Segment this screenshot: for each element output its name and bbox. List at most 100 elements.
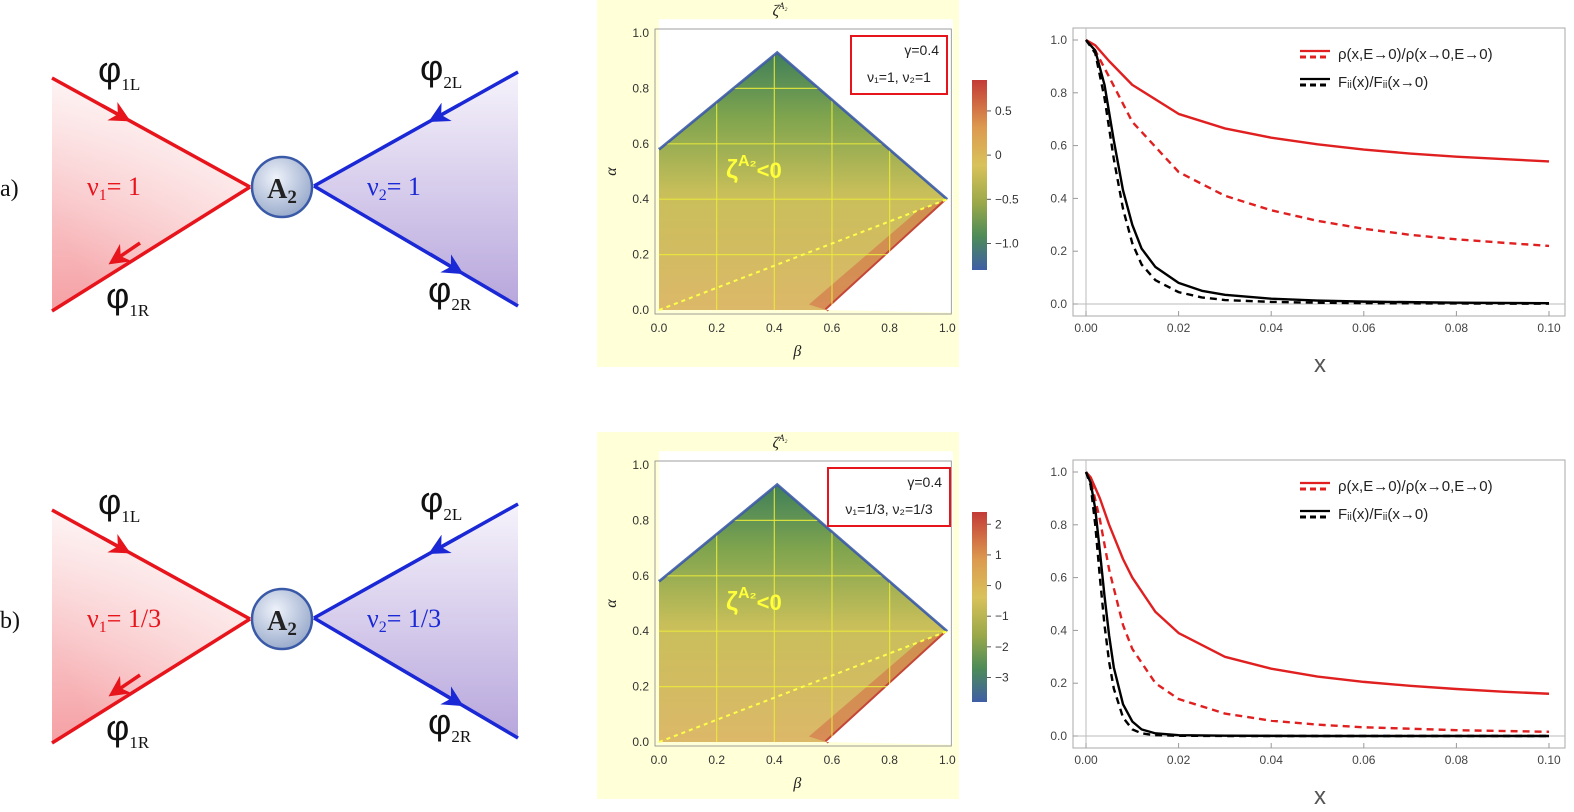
line-chart-x-tick-label: 0.06 bbox=[1352, 753, 1376, 767]
heatmap-annotation: ζA₂<0 bbox=[726, 585, 782, 616]
left-nu-symbol: ν bbox=[87, 172, 99, 201]
heatmap-y-axis-label: α bbox=[603, 167, 620, 176]
right-nu-symbol: ν bbox=[367, 604, 379, 633]
heatmap-x-tick-label: 0.8 bbox=[881, 321, 898, 335]
arrow-2l-icon bbox=[428, 102, 461, 123]
line-chart-x-tick-label: 0.02 bbox=[1167, 753, 1191, 767]
left-nu-subscript: 1 bbox=[99, 187, 107, 204]
arrow-1l-icon bbox=[101, 101, 131, 122]
phi-2r-label: φ2R bbox=[428, 701, 472, 746]
heatmap-y-tick-label: 0.0 bbox=[632, 303, 649, 317]
heatmap-annotation-superscript: A₂ bbox=[738, 153, 757, 170]
heatmap-x-tick-label: 0.6 bbox=[824, 753, 841, 767]
heatmap-mask-bottom bbox=[826, 199, 954, 313]
phi-1r-subscript: 1R bbox=[129, 301, 150, 320]
edge-1r-line bbox=[51, 617, 251, 745]
phi-2r-symbol: φ bbox=[428, 269, 451, 310]
line-chart-legend-label: ρ(x,E→0)/ρ(x→0,E→0) bbox=[1338, 478, 1493, 495]
heatmap-annotation-relation: <0 bbox=[757, 158, 782, 183]
heatmap-x-tick-label: 0.2 bbox=[708, 753, 725, 767]
heatmap-top-edge bbox=[658, 50, 949, 201]
heatmap-legend-box bbox=[850, 35, 948, 95]
junction-node-label: A2 bbox=[267, 606, 297, 640]
heatmap-region bbox=[659, 52, 948, 310]
heatmap-x-tick-label: 0.8 bbox=[881, 753, 898, 767]
line-chart-y-tick-label: 0.8 bbox=[1050, 518, 1067, 532]
phi-1l-subscript: 1L bbox=[121, 75, 140, 94]
left-nu-value: = 1/3 bbox=[107, 604, 161, 633]
line-chart-y-tick-label: 0.0 bbox=[1050, 297, 1067, 311]
line-chart-x-tick-label: 0.10 bbox=[1537, 321, 1561, 335]
heatmap-y-tick-label: 0.8 bbox=[632, 81, 649, 95]
left-nu-label: ν1= 1 bbox=[87, 172, 141, 204]
heatmap-title-superscript: A₂ bbox=[778, 433, 788, 443]
heatmap-title: ζA₂ bbox=[772, 433, 787, 452]
phi-1r-label: φ1R bbox=[106, 275, 150, 320]
heatmap-x-tick-label: 0.2 bbox=[708, 321, 725, 335]
heatmap-y-tick-label: 0.6 bbox=[632, 569, 649, 583]
heatmap-colorbar-tick-label: −2 bbox=[995, 640, 1009, 654]
line-chart-x-tick-label: 0.08 bbox=[1445, 321, 1469, 335]
edge-1l-line bbox=[51, 508, 251, 621]
phi-2r-subscript: 2R bbox=[451, 727, 472, 746]
heatmap-x-tick-label: 0.4 bbox=[766, 753, 783, 767]
phi-2r-subscript: 2R bbox=[451, 295, 472, 314]
line-chart-y-tick-label: 0.6 bbox=[1050, 139, 1067, 153]
heatmap-title-symbol: ζ bbox=[772, 435, 780, 452]
heatmap-y-tick-label: 0.0 bbox=[632, 735, 649, 749]
line-chart-series-2 bbox=[1085, 39, 1550, 248]
line-chart-x-axis-label: x bbox=[1314, 351, 1326, 378]
line-chart-y-tick-label: 0.4 bbox=[1050, 623, 1067, 637]
heatmap-colorbar-tick-label: −1 bbox=[995, 609, 1009, 623]
heatmap-colorbar-tick-label: 0 bbox=[995, 579, 1002, 593]
heatmap-x-tick-label: 1.0 bbox=[939, 753, 956, 767]
phi-1l-symbol: φ bbox=[98, 49, 121, 90]
line-chart-y-tick-label: 0.8 bbox=[1050, 86, 1067, 100]
heatmap-colorbar bbox=[972, 512, 987, 702]
heatmap-colorbar-tick-label: 1 bbox=[995, 548, 1002, 562]
heatmap-panel: 0.00.00.20.20.40.40.60.60.80.81.01.0βαζA… bbox=[597, 432, 1009, 799]
line-chart-x-tick-label: 0.00 bbox=[1074, 753, 1098, 767]
phi-1r-symbol: φ bbox=[106, 707, 129, 748]
heatmap-legend-gamma: γ=0.4 bbox=[904, 42, 939, 58]
left-nu-value: = 1 bbox=[107, 172, 141, 201]
heatmap-x-tick-label: 0.0 bbox=[651, 321, 668, 335]
line-chart-legend-label: ρ(x,E→0)/ρ(x→0,E→0) bbox=[1338, 46, 1493, 63]
left-wire-shade bbox=[52, 510, 250, 743]
arrow-1l-icon bbox=[101, 533, 131, 554]
heatmap-y-axis-label: α bbox=[603, 599, 620, 608]
heatmap-colorbar-tick-label: 0 bbox=[995, 148, 1002, 162]
line-chart-series-3 bbox=[1085, 39, 1550, 305]
line-chart-series-2 bbox=[1084, 471, 1550, 733]
edge-2l-line bbox=[313, 70, 519, 188]
line-chart-y-tick-label: 0.2 bbox=[1050, 676, 1067, 690]
heatmap-colorbar-tick-label: −3 bbox=[995, 670, 1009, 684]
line-chart-y-tick-label: 0.2 bbox=[1050, 244, 1067, 258]
right-nu-value: = 1/3 bbox=[387, 604, 441, 633]
left-nu-subscript: 1 bbox=[99, 619, 107, 636]
line-chart-x-tick-label: 0.10 bbox=[1537, 753, 1561, 767]
phi-1l-label: φ1L bbox=[98, 481, 140, 526]
heatmap-legend-nu: ν₁=1, ν₂=1 bbox=[867, 69, 931, 85]
phi-1l-label: φ1L bbox=[98, 49, 140, 94]
right-nu-symbol: ν bbox=[367, 172, 379, 201]
line-chart-y-tick-label: 0.0 bbox=[1050, 729, 1067, 743]
line-chart-x-tick-label: 0.06 bbox=[1352, 321, 1376, 335]
line-chart-panel: 0.00 0.02 0.04 0.06 0.08 0.10 0.0 0.2 0.4 0.6 0.8 1… bbox=[1050, 27, 1566, 378]
line-chart-x-tick-label: 0.08 bbox=[1445, 753, 1469, 767]
junction-node bbox=[250, 587, 314, 651]
line-chart-legend-label: Fᵢᵢ(x)/Fᵢᵢ(x→0) bbox=[1338, 506, 1428, 523]
right-nu-subscript: 2 bbox=[379, 187, 387, 204]
heatmap-colorbar bbox=[972, 80, 987, 270]
junction-node-subscript: 2 bbox=[287, 619, 297, 640]
heatmap-y-tick-label: 0.2 bbox=[632, 248, 649, 262]
line-chart-panel: 0.00 0.02 0.04 0.06 0.08 0.10 0.0 0.2 0.4 0.6 0.8 1… bbox=[1050, 459, 1566, 810]
phi-1r-subscript: 1R bbox=[129, 733, 150, 752]
row-label: a) bbox=[0, 176, 19, 202]
junction-node-label: A2 bbox=[267, 174, 297, 208]
